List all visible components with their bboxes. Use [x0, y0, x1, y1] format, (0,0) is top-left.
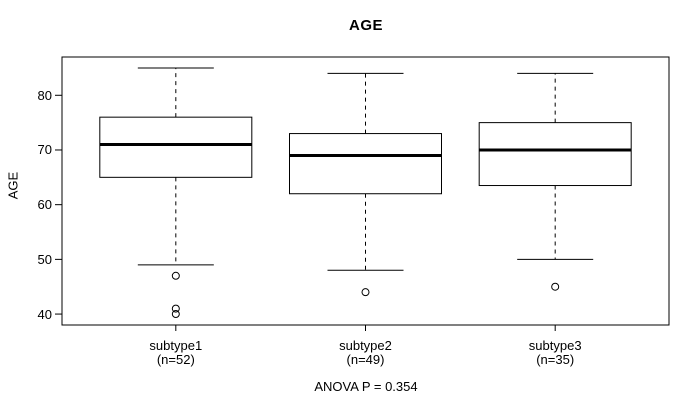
group-count: (n=52) — [156, 352, 195, 367]
y-tick-label: 80 — [37, 87, 52, 103]
outlier-point — [171, 310, 180, 319]
y-tick-label: 40 — [37, 306, 52, 322]
iqr-box — [99, 116, 253, 178]
group-count: (n=49) — [346, 352, 385, 367]
chart-title: AGE — [348, 17, 383, 34]
y-tick-label: 50 — [37, 251, 52, 267]
group-name: subtype2 — [339, 338, 392, 353]
group-name: subtype3 — [528, 338, 582, 353]
outlier-point — [171, 271, 180, 280]
y-tick-label: 70 — [37, 142, 52, 158]
outlier-point — [551, 282, 560, 291]
boxplot-subtype3 — [478, 72, 632, 331]
group-count: (n=35) — [536, 352, 575, 367]
iqr-box — [478, 122, 632, 187]
boxplot-subtype1 — [99, 67, 253, 331]
iqr-box — [289, 133, 442, 195]
outlier-point — [171, 304, 180, 313]
anova-p-value: ANOVA P = 0.354 — [314, 379, 418, 394]
x-category-label-subtype3: subtype3 (n=35) — [485, 339, 625, 367]
y-tick-label: 60 — [37, 197, 52, 213]
x-category-label-subtype2: subtype2 (n=49) — [296, 339, 436, 367]
boxplot-subtype2 — [289, 72, 442, 331]
group-name: subtype1 — [149, 338, 203, 353]
outlier-point — [361, 288, 370, 297]
x-category-label-subtype1: subtype1 (n=52) — [106, 339, 246, 367]
